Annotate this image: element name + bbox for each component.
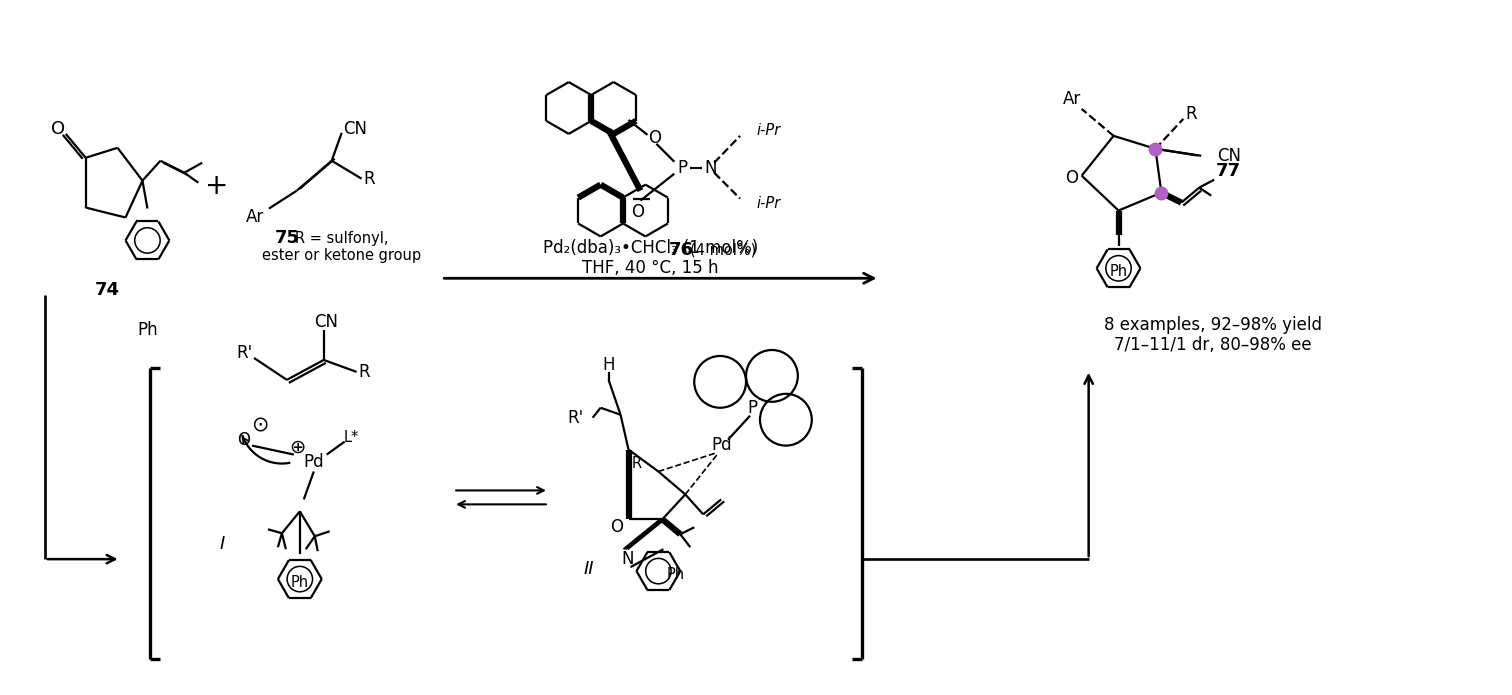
Text: O: O: [1066, 169, 1078, 187]
Text: Ar: Ar: [1063, 90, 1081, 108]
Text: O: O: [237, 431, 251, 449]
Text: R: R: [358, 363, 370, 381]
Text: CN: CN: [1217, 147, 1241, 165]
Text: 75: 75: [275, 229, 299, 247]
Text: 77: 77: [1216, 162, 1241, 180]
Text: O: O: [51, 120, 65, 138]
Text: CN: CN: [313, 313, 337, 331]
Text: P: P: [747, 399, 758, 417]
Text: ⊕: ⊕: [290, 438, 305, 457]
Text: H: H: [602, 356, 615, 374]
Text: 8 examples, 92–98% yield: 8 examples, 92–98% yield: [1104, 316, 1321, 334]
Text: O: O: [609, 518, 623, 537]
Text: CN: CN: [343, 120, 367, 138]
Text: N: N: [621, 550, 634, 568]
Text: Ph: Ph: [667, 566, 685, 582]
Text: Ph: Ph: [1110, 264, 1128, 279]
Text: L*: L*: [343, 430, 360, 445]
Text: R: R: [632, 456, 641, 471]
Text: O: O: [649, 129, 661, 147]
Text: i-Pr: i-Pr: [756, 124, 780, 138]
Text: I: I: [219, 535, 225, 553]
Text: R': R': [567, 409, 584, 427]
Text: II: II: [584, 560, 594, 578]
Text: 74: 74: [95, 281, 119, 300]
Text: R: R: [364, 170, 375, 188]
Text: +: +: [206, 172, 228, 199]
Text: i-Pr: i-Pr: [756, 196, 780, 211]
Text: Ph: Ph: [290, 575, 308, 589]
Text: R': R': [236, 344, 253, 362]
Text: 7/1–11/1 dr, 80–98% ee: 7/1–11/1 dr, 80–98% ee: [1114, 336, 1312, 354]
Text: 76: 76: [668, 241, 694, 259]
Text: R: R: [1185, 105, 1198, 123]
Text: N: N: [705, 158, 717, 177]
Text: P: P: [677, 158, 688, 177]
Text: ⊙: ⊙: [251, 416, 269, 436]
Text: Ph: Ph: [138, 321, 157, 339]
Text: Pd₂(dba)₃•CHCl₃ (1 mol%): Pd₂(dba)₃•CHCl₃ (1 mol%): [543, 239, 758, 257]
Text: ester or ketone group: ester or ketone group: [262, 248, 422, 263]
Text: Pd: Pd: [712, 436, 732, 454]
Text: Pd: Pd: [304, 452, 324, 471]
Text: R = sulfonyl,: R = sulfonyl,: [295, 231, 389, 246]
Text: Ar: Ar: [246, 208, 265, 225]
Text: THF, 40 °C, 15 h: THF, 40 °C, 15 h: [582, 259, 718, 277]
Text: (4 mol%): (4 mol%): [691, 243, 756, 258]
Text: O: O: [631, 202, 644, 220]
